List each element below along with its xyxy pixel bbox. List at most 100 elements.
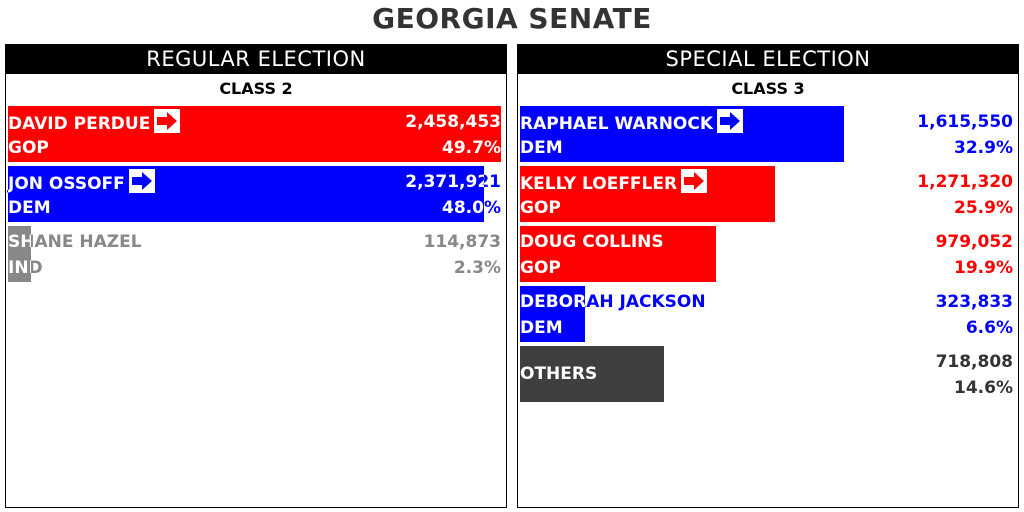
candidate-row: OTHERS 718,808 14.6% OTHERS 718,808 14.6%: [520, 346, 1014, 402]
party-label: GOP: [8, 138, 49, 158]
name-line: KELLY LOEFFLER 1,271,320: [520, 169, 775, 197]
name-line: SHANE HAZEL 114,873: [8, 229, 501, 255]
candidate-row: JON OSSOFF 2,371,921 DEM 48.0% JON OSSOFF 2,3…: [8, 166, 502, 222]
vote-percent: 49.7%: [442, 138, 501, 158]
name-line: SHANE HAZEL 114,873: [8, 229, 142, 255]
panel-header: REGULAR ELECTION: [6, 45, 506, 74]
text-layer: RAPHAEL WARNOCK 1,615,550 DEM 32.9%: [520, 106, 1013, 162]
name-line: DEBORAH JACKSON 323,833: [520, 289, 1013, 315]
vote-bar: [520, 346, 664, 402]
party-label: GOP: [520, 198, 561, 218]
name-line: DEBORAH JACKSON 323,833: [520, 289, 706, 315]
text-layer: DOUG COLLINS 979,052 GOP 19.9%: [520, 226, 1013, 282]
advance-arrow-icon: [717, 109, 744, 133]
party-line: DEM 32.9%: [520, 135, 1013, 161]
vote-bar: [8, 226, 31, 282]
text-layer: DEBORAH JACKSON 323,833 DEM 6.6%: [520, 286, 706, 342]
party-label: DEM: [520, 318, 563, 338]
name-line: JON OSSOFF 2,371,921: [8, 169, 501, 195]
vote-bar: [8, 166, 484, 222]
advance-arrow-icon: [128, 169, 155, 193]
text-layer: KELLY LOEFFLER 1,271,320 GOP 25.9%: [520, 166, 775, 222]
party-label: DEM: [520, 318, 563, 338]
party-label: DEM: [8, 198, 51, 218]
candidate-name: DAVID PERDUE: [8, 109, 181, 137]
party-label: GOP: [8, 138, 49, 158]
vote-percent: 25.9%: [954, 198, 1013, 218]
party-label: GOP: [520, 258, 561, 278]
vote-count: 718,808: [935, 352, 1013, 372]
vote-count: 1,615,550: [917, 112, 1013, 132]
vote-count: 2,458,453: [405, 112, 501, 132]
text-layer: OTHERS 718,808 14.6%: [520, 346, 664, 402]
vote-count: 323,833: [935, 292, 1013, 312]
vote-line: 718,808: [520, 349, 1013, 375]
party-line: IND 2.3%: [8, 255, 501, 281]
vote-count: 2,371,921: [405, 172, 501, 192]
advance-arrow-icon: [154, 109, 181, 133]
party-label: IND: [8, 258, 43, 278]
text-layer: SHANE HAZEL 114,873 IND 2.3%: [8, 226, 501, 282]
candidate-name: DEBORAH JACKSON: [520, 292, 706, 312]
vote-bar: [520, 226, 716, 282]
candidate-row: RAPHAEL WARNOCK 1,615,550 DEM 32.9% RAPHAEL …: [520, 106, 1014, 162]
party-line: GOP 25.9%: [520, 195, 1013, 221]
name-line: DAVID PERDUE 2,458,453: [8, 109, 501, 135]
vote-count: 979,052: [935, 232, 1013, 252]
vote-percent: 49.7%: [442, 138, 501, 158]
vote-bar: [520, 106, 844, 162]
candidate-name: SHANE HAZEL: [8, 232, 142, 252]
party-line: GOP 19.9%: [520, 255, 1013, 281]
candidate-name: OTHERS: [520, 364, 598, 384]
candidate-name: DEBORAH JACKSON: [520, 292, 706, 312]
candidate-name: RAPHAEL WARNOCK: [520, 109, 744, 137]
candidate-name: SHANE HAZEL: [8, 232, 142, 252]
candidate-name: OTHERS: [520, 364, 598, 384]
name-line: DOUG COLLINS 979,052: [520, 229, 1013, 255]
candidate-name: DOUG COLLINS: [520, 232, 664, 252]
vote-percent: 32.9%: [954, 138, 1013, 158]
vote-count: 2,458,453: [405, 112, 501, 132]
party-line: GOP 19.9%: [520, 255, 716, 281]
panel-subheader: CLASS 2: [219, 79, 293, 98]
vote-count: 2,371,921: [405, 172, 501, 192]
party-line: GOP 49.7%: [8, 135, 501, 161]
party-line: DEM 48.0%: [8, 195, 501, 221]
advance-arrow-icon: [681, 169, 708, 193]
name-line: RAPHAEL WARNOCK 1,615,550: [520, 109, 844, 137]
party-line: GOP 25.9%: [520, 195, 775, 221]
candidate-list: RAPHAEL WARNOCK 1,615,550 DEM 32.9% RAPHAEL …: [518, 106, 1018, 504]
pct-line: 14.6%: [520, 375, 1013, 401]
candidate-list: DAVID PERDUE 2,458,453 GOP 49.7% DAVID PERDU…: [6, 106, 506, 504]
panel-subheader: CLASS 3: [731, 79, 805, 98]
panel-header: SPECIAL ELECTION: [518, 45, 1018, 74]
party-label: DEM: [520, 138, 563, 158]
text-layer: RAPHAEL WARNOCK 1,615,550 DEM 32.9%: [520, 106, 844, 162]
party-label: DEM: [8, 198, 51, 218]
party-label: IND: [8, 258, 43, 278]
text-layer: SHANE HAZEL 114,873 IND 2.3%: [8, 226, 142, 282]
party-label: GOP: [520, 258, 561, 278]
vote-count: 1,271,320: [917, 172, 1013, 192]
candidate-row: DEBORAH JACKSON 323,833 DEM 6.6% DEBORAH JAC…: [520, 286, 1014, 342]
text-layer: DOUG COLLINS 979,052 GOP 19.9%: [520, 226, 716, 282]
page-title: GEORGIA SENATE: [372, 2, 652, 35]
special-election-panel: SPECIAL ELECTION CLASS 3 RAPHAEL WARNOCK…: [517, 44, 1019, 508]
party-line: DEM 6.6%: [520, 315, 1013, 341]
vote-bar: [8, 106, 501, 162]
vote-percent: 2.3%: [453, 258, 501, 278]
text-layer: OTHERS 718,808 14.6%: [520, 346, 1013, 402]
name-line: RAPHAEL WARNOCK 1,615,550: [520, 109, 1013, 135]
vote-bar: [520, 286, 585, 342]
vote-percent: 19.9%: [954, 258, 1013, 278]
text-layer: JON OSSOFF 2,371,921 DEM 48.0%: [8, 166, 501, 222]
party-line: DEM 6.6%: [520, 315, 585, 341]
vote-percent: 48.0%: [442, 198, 501, 218]
candidate-name: KELLY LOEFFLER: [520, 169, 708, 197]
party-line: GOP 49.7%: [8, 135, 501, 161]
candidate-row: DOUG COLLINS 979,052 GOP 19.9% DOUG COLLINS 9…: [520, 226, 1014, 282]
text-layer: DEBORAH JACKSON 323,833 DEM 6.6%: [520, 286, 1013, 342]
vote-percent: 48.0%: [442, 198, 501, 218]
party-line: DEM 48.0%: [8, 195, 501, 221]
party-label: DEM: [520, 138, 563, 158]
